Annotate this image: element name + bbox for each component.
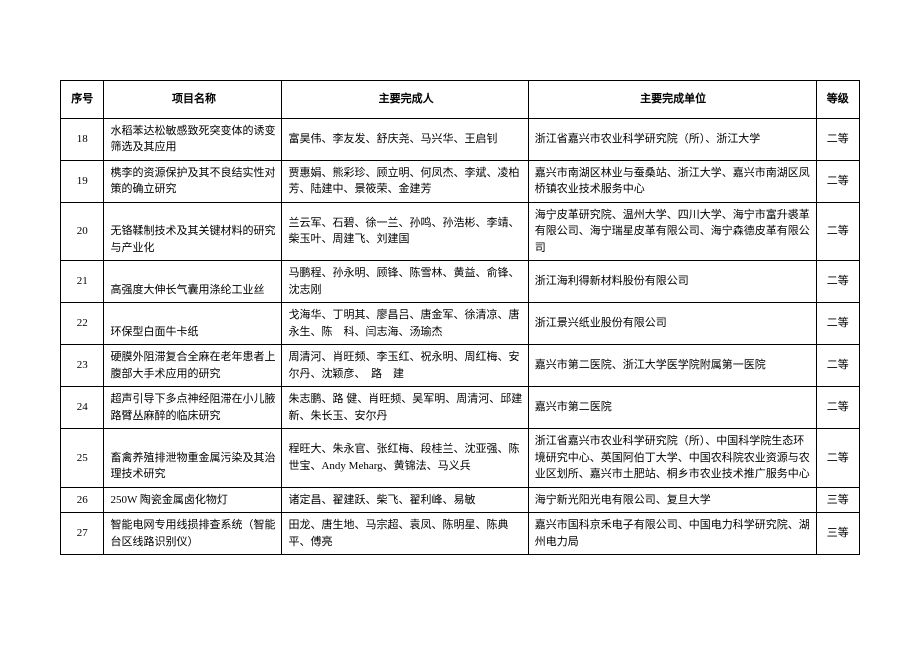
header-unit: 主要完成单位	[528, 81, 816, 119]
table-row: 22环保型白面牛卡纸戈海华、丁明其、廖昌吕、唐金军、徐清凉、唐永生、陈 科、闫志…	[61, 303, 860, 345]
cell-seq: 19	[61, 160, 104, 202]
header-people: 主要完成人	[282, 81, 528, 119]
cell-people: 朱志鹏、路 健、肖旺频、吴军明、周清河、邱建新、朱长玉、安尔丹	[282, 387, 528, 429]
header-seq: 序号	[61, 81, 104, 119]
cell-seq: 27	[61, 513, 104, 555]
cell-grade: 二等	[816, 387, 860, 429]
cell-unit: 嘉兴市第二医院、浙江大学医学院附属第一医院	[528, 345, 816, 387]
header-project: 项目名称	[104, 81, 282, 119]
cell-unit: 嘉兴市南湖区林业与蚕桑站、浙江大学、嘉兴市南湖区凤桥镇农业技术服务中心	[528, 160, 816, 202]
cell-unit: 海宁新光阳光电有限公司、复旦大学	[528, 487, 816, 513]
cell-people: 马鹏程、孙永明、顾锋、陈雪林、黄益、俞锋、沈志刚	[282, 261, 528, 303]
cell-grade: 二等	[816, 429, 860, 488]
cell-grade: 二等	[816, 118, 860, 160]
cell-people: 兰云军、石碧、徐一兰、孙鸣、孙浩彬、李靖、柴玉叶、周建飞、刘建国	[282, 202, 528, 261]
table-row: 27智能电网专用线损排查系统（智能台区线路识别仪）田龙、唐生地、马宗超、袁凤、陈…	[61, 513, 860, 555]
cell-project: 高强度大伸长气囊用涤纶工业丝	[104, 261, 282, 303]
cell-project: 槜李的资源保护及其不良结实性对策的确立研究	[104, 160, 282, 202]
cell-unit: 浙江省嘉兴市农业科学研究院（所）、中国科学院生态环境研究中心、英国阿伯丁大学、中…	[528, 429, 816, 488]
table-row: 19槜李的资源保护及其不良结实性对策的确立研究贾惠娟、熊彩珍、顾立明、何凤杰、李…	[61, 160, 860, 202]
cell-grade: 三等	[816, 487, 860, 513]
table-row: 26250W 陶瓷金属卤化物灯诸定昌、翟建跃、柴飞、翟利峰、易敏海宁新光阳光电有…	[61, 487, 860, 513]
cell-seq: 23	[61, 345, 104, 387]
cell-people: 诸定昌、翟建跃、柴飞、翟利峰、易敏	[282, 487, 528, 513]
cell-seq: 25	[61, 429, 104, 488]
cell-people: 贾惠娟、熊彩珍、顾立明、何凤杰、李斌、凌柏芳、陆建中、景筱荣、金建芳	[282, 160, 528, 202]
header-grade: 等级	[816, 81, 860, 119]
cell-grade: 二等	[816, 202, 860, 261]
table-row: 18水稻苯达松敏感致死突变体的诱变筛选及其应用富昊伟、李友发、舒庆尧、马兴华、王…	[61, 118, 860, 160]
cell-seq: 22	[61, 303, 104, 345]
cell-seq: 26	[61, 487, 104, 513]
cell-project: 畜禽养殖排泄物重金属污染及其治理技术研究	[104, 429, 282, 488]
cell-project: 250W 陶瓷金属卤化物灯	[104, 487, 282, 513]
table-row: 20无铬鞣制技术及其关键材料的研究与产业化兰云军、石碧、徐一兰、孙鸣、孙浩彬、李…	[61, 202, 860, 261]
cell-seq: 21	[61, 261, 104, 303]
cell-people: 田龙、唐生地、马宗超、袁凤、陈明星、陈典平、傅亮	[282, 513, 528, 555]
table-body: 18水稻苯达松敏感致死突变体的诱变筛选及其应用富昊伟、李友发、舒庆尧、马兴华、王…	[61, 118, 860, 555]
cell-unit: 浙江景兴纸业股份有限公司	[528, 303, 816, 345]
cell-unit: 浙江海利得新材料股份有限公司	[528, 261, 816, 303]
cell-project: 环保型白面牛卡纸	[104, 303, 282, 345]
header-row: 序号 项目名称 主要完成人 主要完成单位 等级	[61, 81, 860, 119]
cell-people: 程旺大、朱永官、张红梅、段桂兰、沈亚强、陈世宝、Andy Meharg、黄锦法、…	[282, 429, 528, 488]
table-row: 24超声引导下多点神经阻滞在小儿腋路臂丛麻醉的临床研究朱志鹏、路 健、肖旺频、吴…	[61, 387, 860, 429]
cell-grade: 二等	[816, 345, 860, 387]
cell-grade: 三等	[816, 513, 860, 555]
cell-seq: 20	[61, 202, 104, 261]
cell-project: 智能电网专用线损排查系统（智能台区线路识别仪）	[104, 513, 282, 555]
cell-project: 无铬鞣制技术及其关键材料的研究与产业化	[104, 202, 282, 261]
cell-people: 戈海华、丁明其、廖昌吕、唐金军、徐清凉、唐永生、陈 科、闫志海、汤瑜杰	[282, 303, 528, 345]
cell-project: 超声引导下多点神经阻滞在小儿腋路臂丛麻醉的临床研究	[104, 387, 282, 429]
cell-unit: 嘉兴市第二医院	[528, 387, 816, 429]
awards-table: 序号 项目名称 主要完成人 主要完成单位 等级 18水稻苯达松敏感致死突变体的诱…	[60, 80, 860, 555]
cell-unit: 嘉兴市国科京禾电子有限公司、中国电力科学研究院、湖州电力局	[528, 513, 816, 555]
cell-grade: 二等	[816, 160, 860, 202]
table-row: 23硬膜外阻滞复合全麻在老年患者上腹部大手术应用的研究周清河、肖旺频、李玉红、祝…	[61, 345, 860, 387]
cell-grade: 二等	[816, 303, 860, 345]
cell-project: 硬膜外阻滞复合全麻在老年患者上腹部大手术应用的研究	[104, 345, 282, 387]
cell-unit: 浙江省嘉兴市农业科学研究院（所）、浙江大学	[528, 118, 816, 160]
cell-seq: 18	[61, 118, 104, 160]
cell-seq: 24	[61, 387, 104, 429]
cell-grade: 二等	[816, 261, 860, 303]
cell-people: 周清河、肖旺频、李玉红、祝永明、周红梅、安尔丹、沈颖彦、 路 建	[282, 345, 528, 387]
cell-unit: 海宁皮革研究院、温州大学、四川大学、海宁市富升裘革有限公司、海宁瑞星皮革有限公司…	[528, 202, 816, 261]
cell-people: 富昊伟、李友发、舒庆尧、马兴华、王启钊	[282, 118, 528, 160]
table-row: 21高强度大伸长气囊用涤纶工业丝马鹏程、孙永明、顾锋、陈雪林、黄益、俞锋、沈志刚…	[61, 261, 860, 303]
cell-project: 水稻苯达松敏感致死突变体的诱变筛选及其应用	[104, 118, 282, 160]
table-row: 25畜禽养殖排泄物重金属污染及其治理技术研究程旺大、朱永官、张红梅、段桂兰、沈亚…	[61, 429, 860, 488]
